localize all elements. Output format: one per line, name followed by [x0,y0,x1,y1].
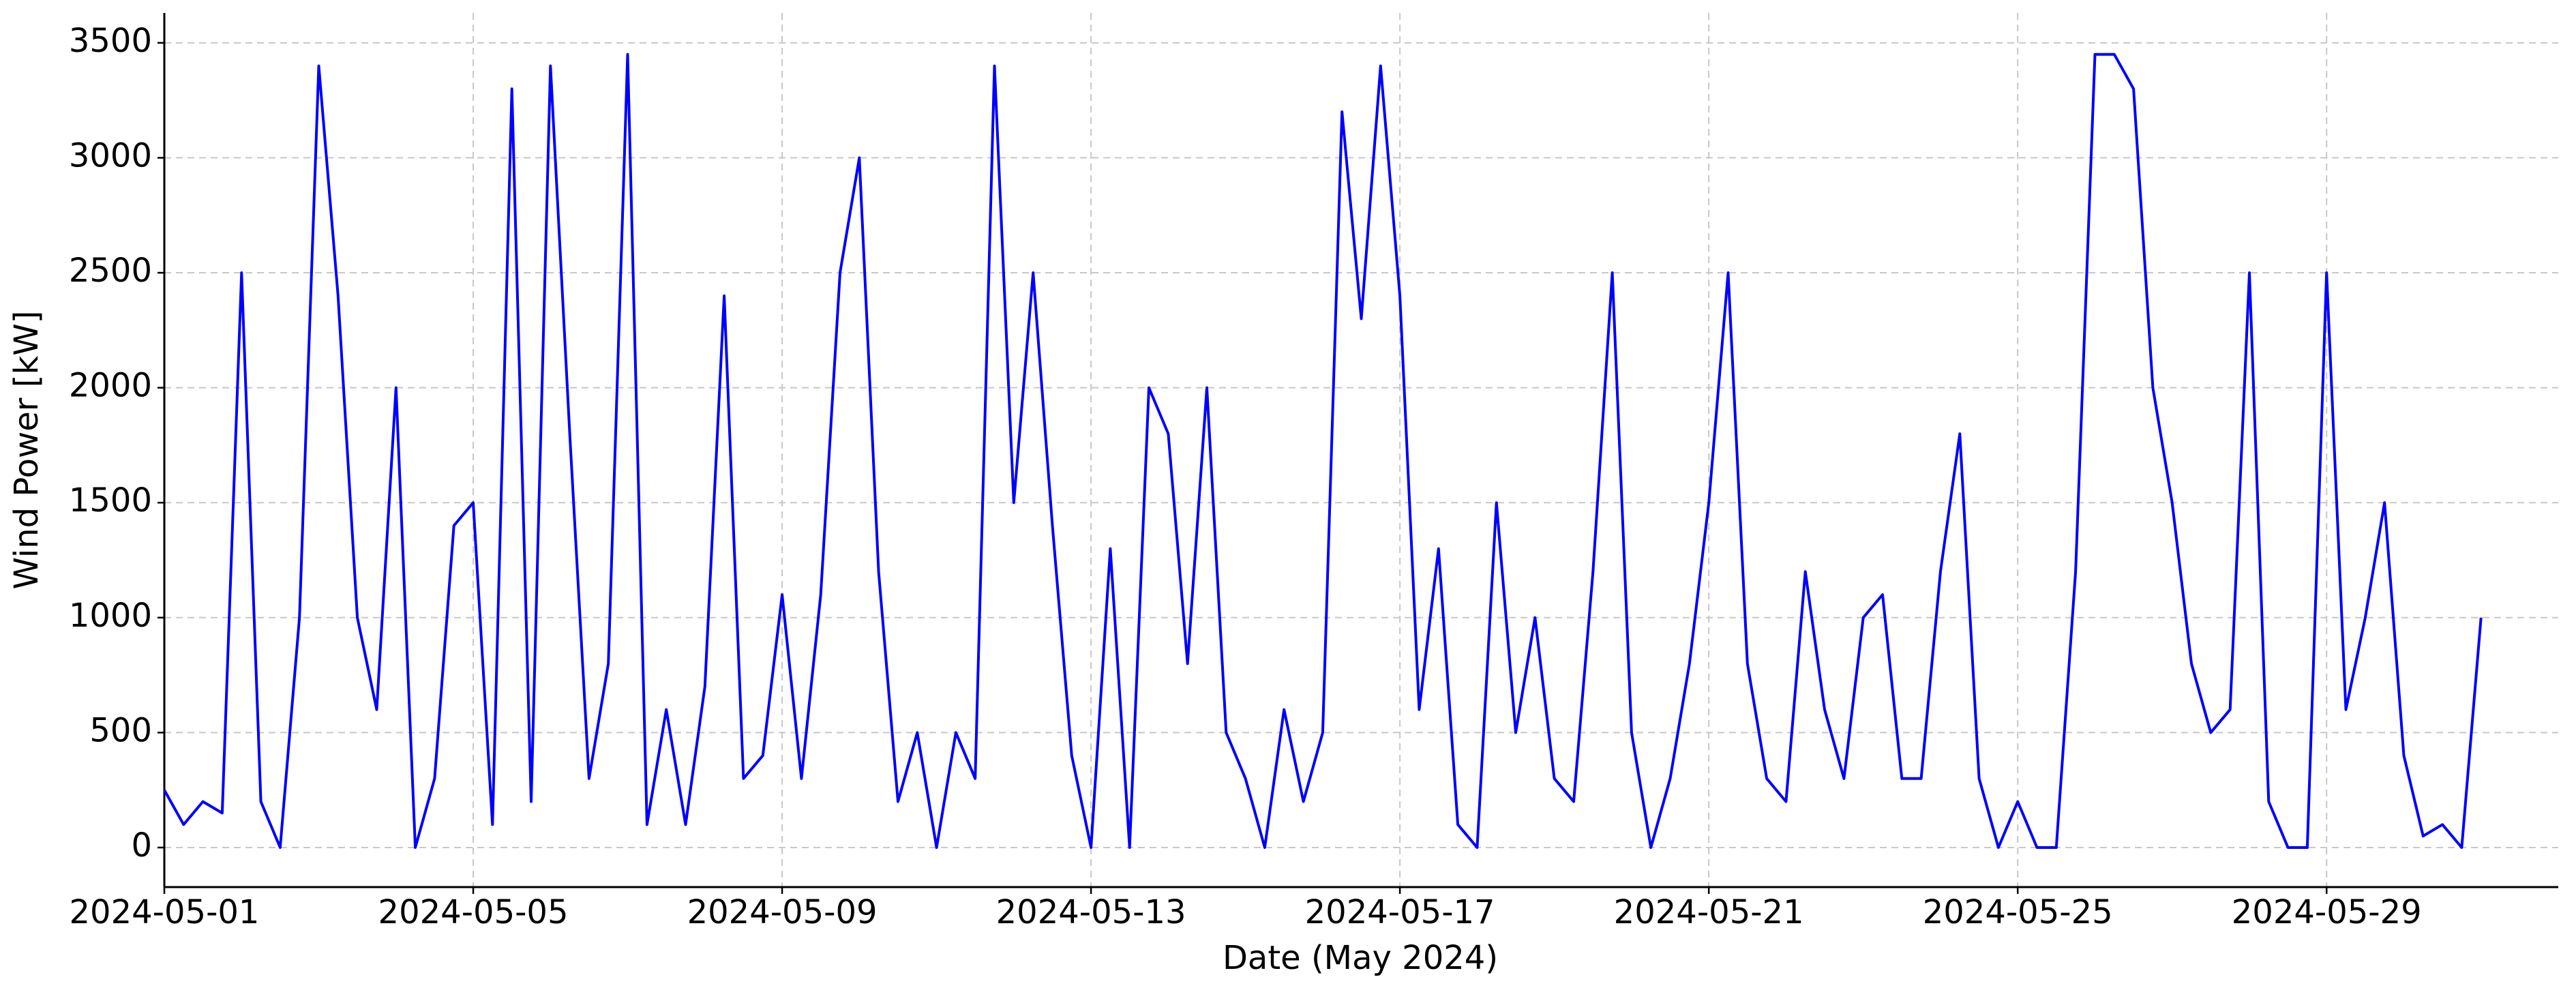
x-tick-label: 2024-05-21 [1614,893,1804,931]
x-axis-label: Date (May 2024) [1223,939,1498,977]
x-tick-label: 2024-05-17 [1305,893,1495,931]
y-tick-label: 500 [89,711,152,749]
y-tick-label: 1500 [69,481,152,520]
y-tick-label: 3000 [69,136,152,175]
x-tick-label: 2024-05-13 [996,893,1186,931]
y-tick-label: 1000 [69,597,152,635]
x-tick-label: 2024-05-29 [2232,893,2422,931]
x-tick-label: 2024-05-05 [378,893,569,931]
x-tick-label: 2024-05-25 [1923,893,2113,931]
y-axis-label: Wind Power [kW] [8,311,46,590]
y-tick-label: 0 [131,826,152,865]
x-tick-label: 2024-05-09 [687,893,878,931]
y-tick-label: 2500 [69,252,152,290]
y-tick-label: 3500 [69,22,152,60]
x-tick-label: 2024-05-01 [70,893,260,931]
data-line [163,53,2483,849]
y-tick-label: 2000 [69,367,152,405]
